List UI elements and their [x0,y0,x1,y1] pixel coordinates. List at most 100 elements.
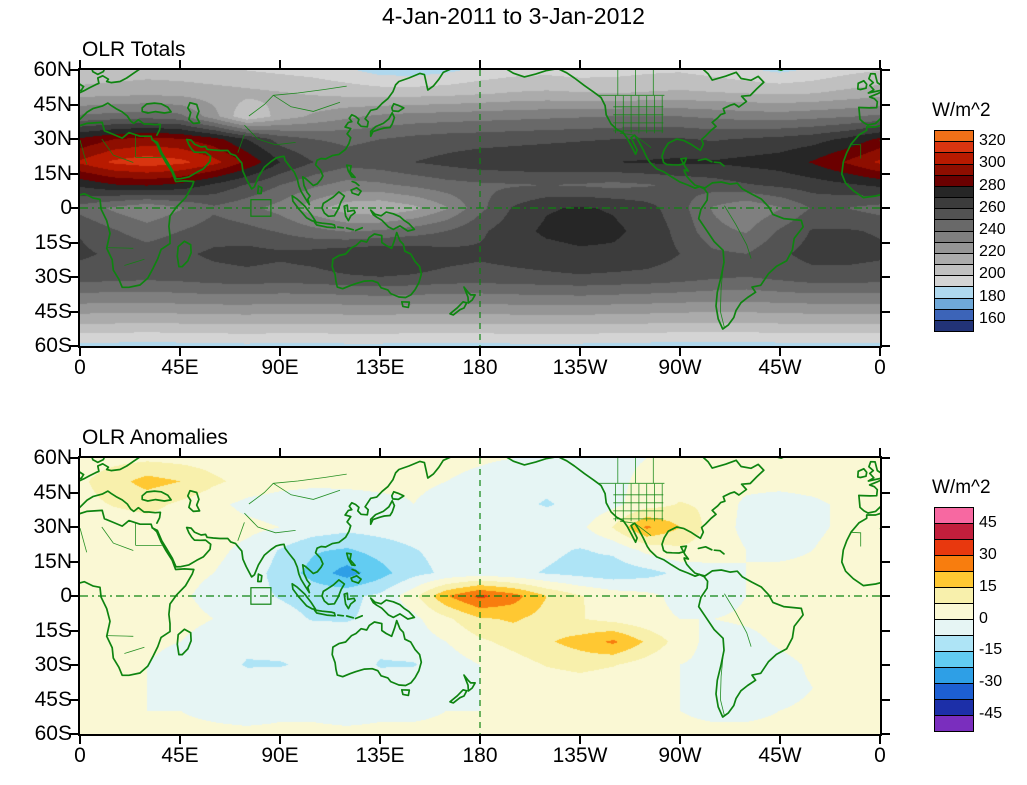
axis-tick [882,457,890,459]
y-axis-tick-label: 0 [60,196,72,219]
axis-tick [70,310,78,313]
coastline-path [350,186,362,196]
axis-tick [882,276,890,278]
axis-tick [882,207,890,209]
axis-tick [882,560,890,563]
colorbar-tick-label: 260 [979,198,1006,216]
border-path [719,265,725,328]
coastline-path [351,180,360,187]
x-axis-tick-label: 180 [462,356,498,379]
olr-totals-coastline-overlay [80,70,880,346]
border-path [273,85,347,96]
coastline-path [351,568,360,575]
colorbar-segment [935,635,973,651]
axis-tick [879,60,881,68]
border-path [248,483,274,505]
axis-tick [779,736,781,744]
coastline-path [176,628,192,656]
border-path [273,482,341,500]
coastline-path [858,494,869,514]
axis-tick [70,698,78,701]
colorbar-tick-label: 180 [979,287,1006,305]
coastline-path [697,569,804,718]
axis-tick [679,348,681,356]
axis-tick [879,736,881,744]
axis-tick [479,736,481,744]
axis-tick [479,60,481,68]
coastline-path [449,300,468,316]
colorbar-segment [935,230,973,242]
border-path [124,258,145,266]
axis-tick [882,491,890,494]
x-axis-tick-label: 45E [161,744,199,767]
coastline-path [856,79,868,91]
coastline-path [313,609,336,617]
colorbar-segment [935,619,973,635]
axis-tick [779,448,781,456]
colorbar-tick-label: -15 [979,641,1003,659]
colorbar-segment [935,152,973,164]
border-path [619,132,652,149]
x-axis-tick-label: 90E [261,356,299,379]
border-path [248,95,274,117]
colorbar-segment [935,667,973,683]
coastline-path [858,479,880,497]
colorbar-segment [935,219,973,231]
colorbar-segment [935,603,973,619]
axis-tick [579,736,581,744]
coastline-path [369,209,416,232]
colorbar-tick-label: 160 [979,309,1006,327]
colorbar-segment [935,252,973,265]
index-region-box [250,199,272,217]
y-axis-tick-label: 45N [33,480,72,504]
coastline-path [697,181,804,330]
y-axis-tick-label: 15N [33,161,72,185]
coastline-path [256,573,263,583]
colorbar-anomalies [934,507,974,732]
border-path [719,653,725,716]
axis-tick [882,172,890,175]
axis-tick [379,736,381,744]
coastline-path [80,490,162,524]
axis-tick [179,736,181,744]
colorbar-title-totals: W/m^2 [932,100,991,121]
axis-tick [379,348,381,356]
axis-tick [70,241,78,244]
coastline-path [80,471,85,480]
colorbar-tick-label: -30 [979,673,1003,691]
coastline-path [331,619,423,687]
colorbar-segment [935,241,973,253]
colorbar-tick-label: 220 [979,243,1006,261]
coastline-path [369,111,396,138]
coastline-path [321,579,346,606]
colorbar-segment [935,319,973,332]
border-path [244,512,296,534]
border-path [244,124,296,146]
axis-tick [882,103,890,106]
x-axis-tick-label: 135W [552,356,608,379]
colorbar-tick-label: 15 [979,577,997,595]
axis-tick [479,448,481,456]
border-path [851,531,862,547]
y-axis-tick-label: 30N [33,127,72,150]
border-path [273,94,341,112]
coastline-path [336,614,345,617]
axis-tick [179,60,181,68]
border-path [101,526,134,551]
colorbar-segment [935,286,973,298]
coastline-path [336,226,345,229]
axis-tick [882,698,890,701]
y-axis-tick-label: 15S [34,230,72,254]
coastline-path [840,512,880,587]
coastline-path [463,674,476,692]
axis-tick [882,310,890,313]
axis-tick [579,60,581,68]
border-path [619,520,652,537]
colorbar-tick-label: -45 [979,705,1003,723]
axis-tick [70,526,78,528]
axis-tick [70,595,78,597]
coastline-path [661,458,765,576]
colorbar-segment [935,508,973,523]
axis-tick [882,526,890,528]
axis-tick [779,60,781,68]
